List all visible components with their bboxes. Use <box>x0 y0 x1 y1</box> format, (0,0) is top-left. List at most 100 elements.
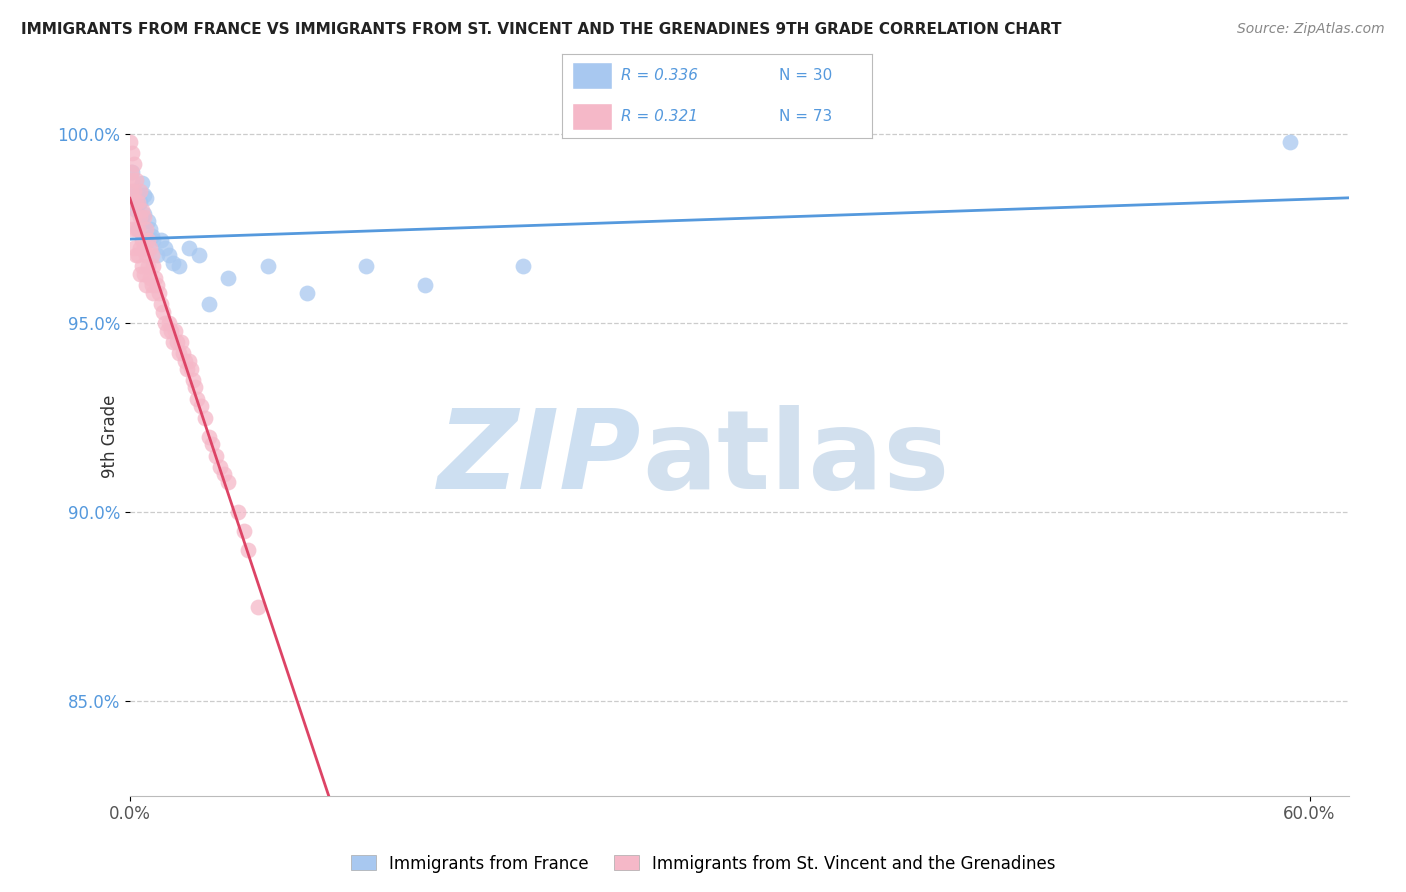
Point <box>120 184 142 198</box>
Point <box>125 202 148 217</box>
Point <box>246 599 269 614</box>
Text: R = 0.321: R = 0.321 <box>621 109 699 124</box>
Point <box>125 248 148 262</box>
Point <box>180 361 202 376</box>
Text: R = 0.336: R = 0.336 <box>621 68 699 83</box>
Point <box>236 543 259 558</box>
Legend: Immigrants from France, Immigrants from St. Vincent and the Grenadines: Immigrants from France, Immigrants from … <box>344 848 1062 880</box>
Point <box>166 335 188 350</box>
Point <box>128 211 150 225</box>
Point <box>122 157 145 171</box>
Point <box>148 285 170 300</box>
Point <box>142 260 165 274</box>
Point <box>152 305 174 319</box>
Point <box>187 248 209 262</box>
Point <box>1278 135 1301 149</box>
Point <box>125 195 148 210</box>
Point <box>155 241 177 255</box>
Point <box>141 248 163 262</box>
Point <box>121 195 143 210</box>
Point <box>205 449 228 463</box>
Point <box>142 285 165 300</box>
Point <box>141 229 163 244</box>
Point <box>121 221 143 235</box>
Point <box>132 267 155 281</box>
Point <box>131 211 153 225</box>
Point <box>122 241 145 255</box>
Point <box>135 248 157 262</box>
Point <box>135 221 157 235</box>
Bar <box>572 62 612 89</box>
Point <box>197 297 219 311</box>
Point <box>132 241 155 255</box>
Point <box>136 233 159 247</box>
Point <box>174 354 197 368</box>
Point <box>156 324 179 338</box>
Point <box>142 233 165 247</box>
Point <box>146 278 169 293</box>
Point <box>194 410 217 425</box>
Point <box>354 260 377 274</box>
Point <box>214 467 236 482</box>
Point <box>165 324 187 338</box>
Point <box>132 211 155 225</box>
Text: IMMIGRANTS FROM FRANCE VS IMMIGRANTS FROM ST. VINCENT AND THE GRENADINES 9TH GRA: IMMIGRANTS FROM FRANCE VS IMMIGRANTS FRO… <box>21 22 1062 37</box>
Point <box>197 429 219 443</box>
Point <box>167 346 190 360</box>
Point <box>136 260 159 274</box>
Text: ZIP: ZIP <box>439 405 643 512</box>
Text: atlas: atlas <box>643 405 949 512</box>
Point <box>138 270 160 285</box>
Point <box>177 354 200 368</box>
Point <box>127 248 149 262</box>
Point <box>162 335 184 350</box>
Point <box>181 373 204 387</box>
Text: N = 73: N = 73 <box>779 109 832 124</box>
Point <box>201 437 224 451</box>
Point <box>135 191 157 205</box>
Point <box>127 221 149 235</box>
Point <box>512 260 534 274</box>
Point <box>121 165 143 179</box>
Point <box>184 380 207 394</box>
Point <box>155 316 177 330</box>
Point <box>132 187 155 202</box>
Point <box>131 260 153 274</box>
Point <box>157 248 180 262</box>
Point <box>177 241 200 255</box>
Point <box>132 206 155 220</box>
Point <box>122 211 145 225</box>
Point <box>128 241 150 255</box>
Point <box>209 459 232 474</box>
Point <box>167 260 190 274</box>
Point <box>141 278 163 293</box>
Point <box>135 278 157 293</box>
Point <box>150 233 173 247</box>
Point <box>176 361 198 376</box>
Point <box>128 184 150 198</box>
Bar <box>572 103 612 130</box>
Point <box>128 195 150 210</box>
Point <box>131 202 153 217</box>
Point <box>121 146 143 161</box>
Point <box>150 297 173 311</box>
Point <box>122 184 145 198</box>
Point <box>217 475 239 489</box>
Point <box>125 221 148 235</box>
Point <box>172 346 194 360</box>
Point <box>146 248 169 262</box>
Text: N = 30: N = 30 <box>779 68 832 83</box>
Point <box>157 316 180 330</box>
Point <box>413 278 436 293</box>
Point <box>256 260 278 274</box>
Point <box>226 505 249 519</box>
Point <box>128 267 150 281</box>
Point <box>145 270 167 285</box>
Point <box>122 184 145 198</box>
Point <box>127 195 149 210</box>
Point <box>190 400 212 414</box>
Point <box>162 255 184 269</box>
Point <box>138 241 160 255</box>
Point <box>121 172 143 186</box>
Point <box>131 233 153 247</box>
